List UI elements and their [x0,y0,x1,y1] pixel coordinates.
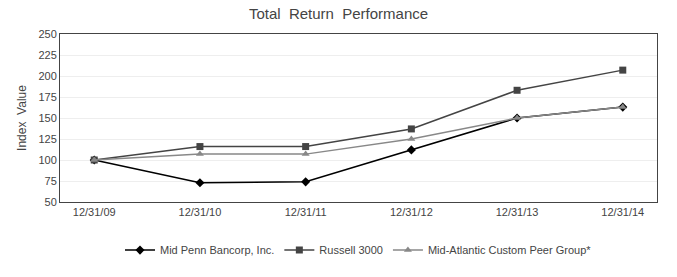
svg-text:75: 75 [45,175,57,187]
svg-text:200: 200 [38,70,56,82]
svg-text:12/31/14: 12/31/14 [601,206,644,218]
svg-text:12/31/10: 12/31/10 [179,206,222,218]
svg-text:12/31/11: 12/31/11 [285,206,327,218]
svg-text:125: 125 [38,133,56,145]
svg-text:12/31/12: 12/31/12 [390,206,433,218]
svg-text:100: 100 [38,154,56,166]
svg-text:175: 175 [38,91,56,103]
svg-text:250: 250 [38,28,56,40]
svg-text:50: 50 [45,196,57,208]
svg-text:Mid-Atlantic Custom Peer Group: Mid-Atlantic Custom Peer Group* [428,244,591,256]
svg-text:12/31/09: 12/31/09 [73,206,116,218]
svg-text:Mid Penn Bancorp, Inc.: Mid Penn Bancorp, Inc. [160,244,274,256]
svg-text:12/31/13: 12/31/13 [496,206,539,218]
svg-text:Index Value: Index Value [15,85,29,151]
svg-text:Russell 3000: Russell 3000 [319,244,383,256]
svg-text:150: 150 [38,112,56,124]
svg-text:Total Return Performance: Total Return Performance [249,5,428,22]
svg-text:225: 225 [38,49,56,61]
